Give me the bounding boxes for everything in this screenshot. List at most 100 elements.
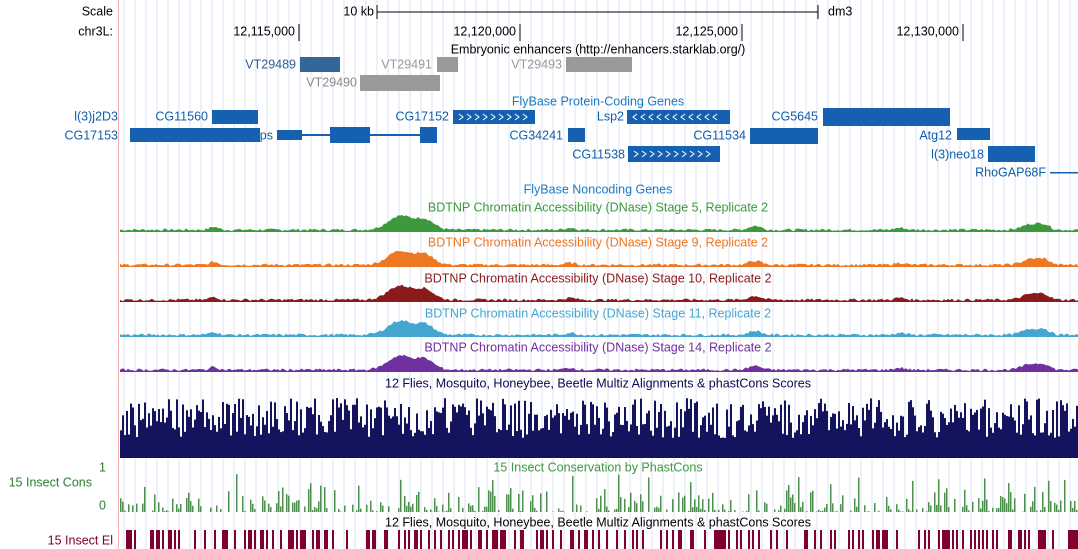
enhancer[interactable] [360,75,440,91]
cons-bar [940,505,942,512]
cons-bar [178,508,180,512]
multiz-bar [504,404,506,458]
multiz-bar [1064,410,1066,458]
element [1040,530,1042,549]
element [944,530,946,549]
cons-bar [366,504,368,512]
cons-bar [320,485,322,512]
element [886,530,888,549]
cons-bar [822,510,824,512]
cons-bar [660,495,662,512]
multiz-bar [714,434,716,458]
multiz-bar [546,414,548,458]
enhancer[interactable] [437,57,458,72]
multiz-bar [208,418,210,458]
gene-models[interactable] [130,108,1078,174]
multiz-bar [650,430,652,458]
multiz-bar [848,402,850,458]
element [326,530,328,549]
cons-bar [1056,504,1058,512]
multiz-bar [496,432,498,458]
multiz-bar [346,405,348,458]
multiz-bar [606,407,608,458]
multiz-bar [222,402,224,458]
position-label: 12,120,000 [453,24,516,38]
element [290,530,292,549]
multiz-bar [844,430,846,458]
multiz-bar [638,434,640,458]
multiz-bar [566,409,568,458]
cons-bar [812,490,814,512]
cons-bar [1064,479,1066,512]
multiz-bar [582,400,584,458]
gene-labels: l(3)j2D3 CG17153 CG11560 yps CG17152 Lsp… [64,109,1046,179]
cons-bar [1074,500,1076,512]
multiz-bar [822,411,824,458]
arrow [641,150,647,158]
multiz-bar [658,412,660,458]
cons-bar [758,510,760,512]
multiz-bar [412,436,414,458]
multiz-bar [928,400,930,458]
cons-bar [930,505,932,512]
element [720,530,722,549]
multiz-bar [854,420,856,458]
multiz-bar [418,429,420,458]
multiz-bar [138,403,140,458]
cons-bar [558,508,560,512]
element [814,530,816,549]
element [302,530,304,549]
element [952,530,954,549]
multiz-bar [406,423,408,458]
enhancer[interactable] [566,57,632,72]
cons-bar [620,497,622,512]
cons-bar [242,496,244,512]
multiz-bar [754,431,756,458]
cons-bar [494,496,496,512]
multiz-bar [122,415,124,458]
cons-bar [1008,482,1010,512]
element [222,530,224,549]
element [480,530,482,549]
cons-bar [714,509,716,512]
multiz-bar [166,417,168,458]
cons-bar [474,510,476,512]
multiz-bar [454,406,456,458]
arrow [673,150,679,158]
multiz-bar [920,425,922,458]
multiz-bar [226,403,228,458]
cons-bar [688,510,690,512]
multiz-bar [660,403,662,458]
element [770,530,772,549]
element [194,530,196,549]
multiz-bar [604,402,606,458]
multiz-bar [802,422,804,458]
multiz-bar [174,429,176,458]
multiz-bar [316,434,318,458]
enhancer-label: VT29489 [245,57,296,71]
multiz-bar [238,398,240,458]
multiz-bar [862,407,864,458]
element [304,530,306,549]
multiz-bar [656,427,658,458]
element [414,530,416,549]
multiz-bar [126,410,128,458]
cons-bar [380,502,382,512]
enhancer[interactable] [300,57,340,72]
multiz-bar [426,410,428,458]
multiz-bar [720,437,722,458]
multiz-bar [778,421,780,458]
gene-label: CG11560 [155,109,208,123]
cons-bar [220,509,222,512]
cons-bar [286,494,288,512]
multiz-bar [442,407,444,458]
element [616,530,618,549]
multiz-bar [572,411,574,458]
element [1018,530,1020,549]
multiz-bar [902,416,904,458]
multiz-bar [456,412,458,458]
multiz-bar [1030,415,1032,458]
multiz-bar [462,403,464,458]
multiz-bar [686,398,688,458]
multiz-bar [452,404,454,458]
